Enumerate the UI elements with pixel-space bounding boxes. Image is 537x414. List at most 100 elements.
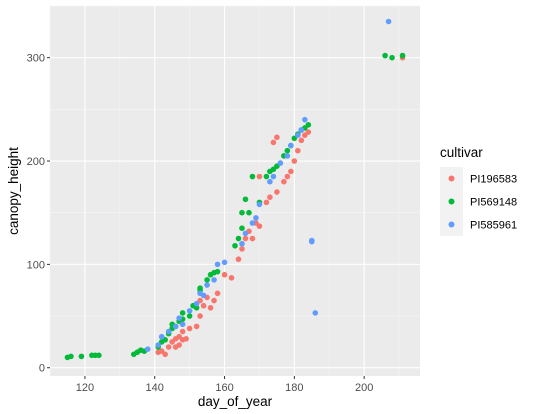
minor-gridlines <box>49 5 420 376</box>
point-pi196583 <box>288 168 294 175</box>
point-pi196583 <box>207 304 214 311</box>
point-pi569148 <box>382 52 388 59</box>
point-pi196583 <box>183 335 189 342</box>
point-pi196583 <box>179 328 186 335</box>
point-pi569148 <box>239 209 245 216</box>
point-pi569148 <box>204 277 210 283</box>
legend: cultivar PI196583 PI569148 PI585961 <box>440 145 517 236</box>
point-pi585961 <box>270 173 277 180</box>
point-pi585961 <box>172 323 179 330</box>
point-pi196583 <box>305 129 312 135</box>
y-tick-label: 300 <box>27 53 45 65</box>
point-pi585961 <box>221 259 228 266</box>
plot-panel <box>50 6 420 376</box>
point-pi196583 <box>228 275 235 281</box>
point-pi569148 <box>186 313 193 319</box>
point-pi585961 <box>256 201 263 208</box>
point-pi585961 <box>277 160 284 166</box>
point-pi196583 <box>291 158 298 164</box>
major-gridlines <box>50 6 420 376</box>
data-points <box>64 18 406 361</box>
point-pi585961 <box>308 238 315 245</box>
point-pi569148 <box>284 147 291 154</box>
y-tick-label: 100 <box>27 259 45 271</box>
x-axis: 120 140 160 180 200 <box>76 376 373 394</box>
legend-label-pi569148: PI569148 <box>470 197 517 209</box>
point-pi196583 <box>263 199 270 206</box>
point-pi569148 <box>249 173 256 180</box>
y-tick-label: 0 <box>39 363 45 375</box>
x-tick-label: 180 <box>285 382 303 394</box>
x-axis-title: day_of_year <box>198 394 273 409</box>
point-pi585961 <box>200 292 207 299</box>
y-tick-label: 200 <box>27 156 45 168</box>
x-tick-label: 140 <box>146 382 164 394</box>
point-pi585961 <box>284 153 291 159</box>
point-pi569148 <box>193 304 200 311</box>
legend-marker-pi569148 <box>448 198 455 205</box>
point-pi585961 <box>385 18 392 25</box>
point-pi585961 <box>214 261 221 268</box>
point-pi196583 <box>249 235 256 242</box>
point-pi569148 <box>389 54 395 61</box>
point-pi196583 <box>211 297 217 304</box>
point-pi585961 <box>165 328 172 335</box>
point-pi196583 <box>221 271 228 278</box>
point-pi585961 <box>211 277 217 283</box>
point-pi569148 <box>305 122 312 128</box>
point-pi196583 <box>242 235 249 242</box>
point-pi569148 <box>242 196 249 203</box>
point-pi585961 <box>158 333 165 340</box>
point-pi585961 <box>204 282 210 288</box>
point-pi569148 <box>214 268 221 275</box>
point-pi569148 <box>399 52 406 59</box>
point-pi569148 <box>246 209 252 216</box>
point-pi585961 <box>253 215 259 221</box>
legend-label-pi585961: PI585961 <box>470 220 517 232</box>
point-pi585961 <box>155 342 162 348</box>
point-pi196583 <box>284 173 291 180</box>
x-tick-label: 120 <box>76 382 94 394</box>
point-pi569148 <box>78 353 85 360</box>
point-pi585961 <box>186 308 193 314</box>
point-pi196583 <box>214 290 221 297</box>
point-pi196583 <box>186 325 193 332</box>
legend-marker-pi585961 <box>448 221 455 228</box>
point-pi196583 <box>295 147 301 154</box>
legend-marker-pi196583 <box>448 175 455 182</box>
point-pi196583 <box>193 323 200 330</box>
point-pi196583 <box>256 223 263 229</box>
point-pi585961 <box>242 230 249 237</box>
legend-title: cultivar <box>440 145 483 160</box>
point-pi196583 <box>162 351 168 358</box>
point-pi585961 <box>193 300 200 307</box>
point-pi585961 <box>249 220 256 226</box>
point-pi585961 <box>179 321 186 328</box>
point-pi196583 <box>197 313 203 319</box>
point-pi585961 <box>288 142 294 149</box>
point-pi196583 <box>281 178 287 185</box>
point-pi585961 <box>295 132 301 138</box>
point-pi196583 <box>165 344 172 350</box>
point-pi196583 <box>270 139 277 146</box>
point-pi585961 <box>267 178 273 185</box>
point-pi569148 <box>96 352 102 359</box>
point-pi196583 <box>239 246 245 252</box>
x-tick-label: 200 <box>355 382 373 394</box>
point-pi569148 <box>263 173 270 180</box>
point-pi585961 <box>312 310 319 316</box>
point-pi196583 <box>298 137 305 144</box>
point-pi569148 <box>68 353 74 360</box>
legend-label-pi196583: PI196583 <box>470 174 517 186</box>
y-axis-title: canopy_height <box>6 147 21 235</box>
point-pi569148 <box>179 310 186 316</box>
point-pi196583 <box>267 194 273 201</box>
point-pi196583 <box>235 256 242 263</box>
point-pi585961 <box>239 240 245 247</box>
point-pi196583 <box>274 189 280 195</box>
point-pi585961 <box>144 346 151 352</box>
point-pi585961 <box>302 116 308 123</box>
point-pi585961 <box>298 127 305 133</box>
point-pi196583 <box>274 134 280 141</box>
